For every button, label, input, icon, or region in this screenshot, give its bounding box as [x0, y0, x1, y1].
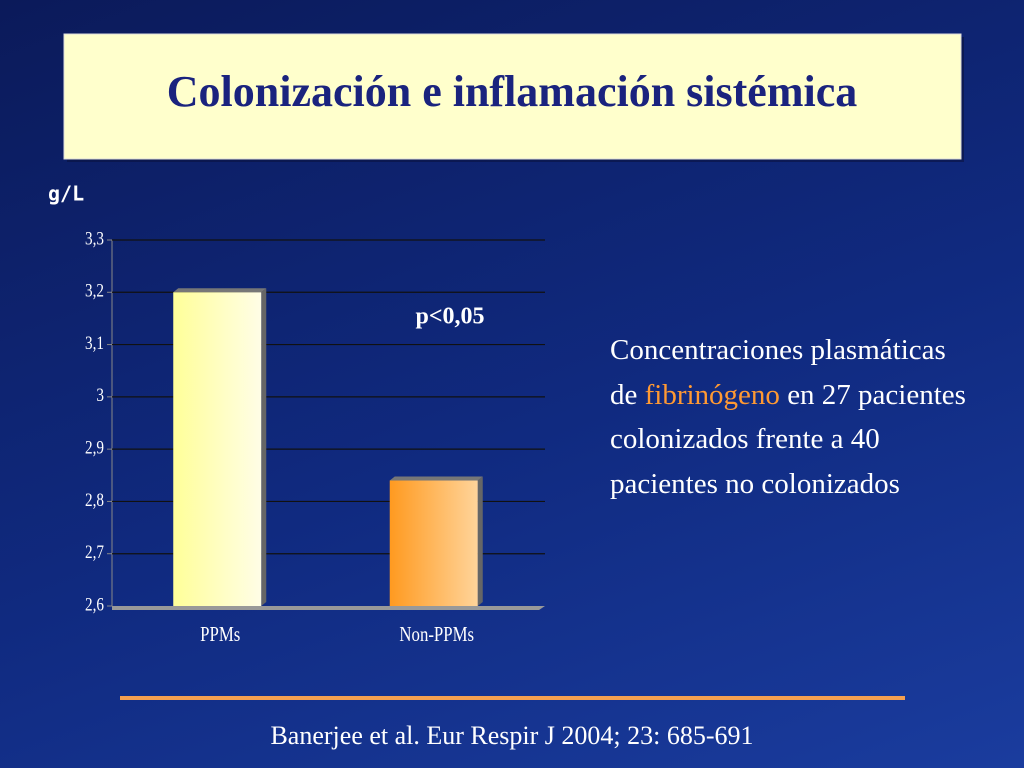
citation: Banerjee et al. Eur Respir J 2004; 23: 6… [270, 721, 753, 750]
bar-side [261, 288, 267, 606]
bar [173, 292, 262, 606]
title-box [63, 33, 962, 160]
x-tick-label: PPMs [200, 623, 240, 646]
bar-top [389, 476, 483, 481]
y-tick-label: 2,7 [85, 542, 104, 563]
annotation: p<0,05 [415, 304, 484, 330]
description-text: en 27 pacientes colonizados frente a 40 … [610, 378, 966, 500]
bar [389, 480, 478, 606]
y-tick-label: 3,2 [85, 280, 104, 301]
highlight: fibrinógeno [644, 378, 780, 411]
bar-top [173, 288, 267, 293]
y-tick-label: 3,1 [85, 332, 104, 353]
y-tick-label: 2,9 [85, 437, 104, 458]
chart-title: Colonización e inflamación sistémica [167, 67, 858, 116]
description: Concentraciones plasmáticas de fibrinóge… [610, 328, 970, 506]
y-tick-label: 3 [96, 385, 104, 406]
y-tick-label: 2,6 [85, 594, 104, 615]
y-tick-label: 2,8 [85, 489, 104, 510]
y-axis-label: g/L [48, 182, 84, 206]
floor [112, 606, 545, 610]
bar-side [477, 476, 483, 606]
x-tick-label: Non-PPMs [399, 623, 474, 646]
description-text: Concentraciones plasmáticas de [610, 334, 946, 411]
y-tick-label: 3,3 [85, 228, 104, 249]
